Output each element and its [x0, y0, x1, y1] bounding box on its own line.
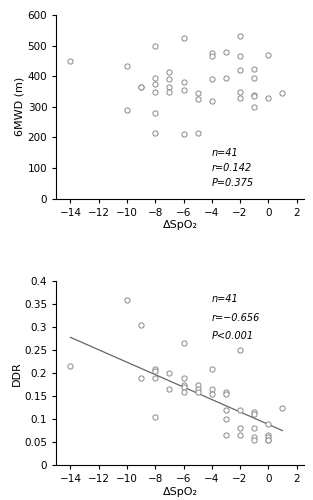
- Text: r=0.142: r=0.142: [212, 163, 252, 173]
- Point: [68, 362, 73, 370]
- Point: [266, 434, 271, 442]
- Point: [252, 103, 257, 111]
- Point: [280, 89, 285, 97]
- Point: [223, 74, 228, 82]
- Point: [125, 296, 130, 304]
- Point: [125, 62, 130, 70]
- Point: [167, 76, 172, 84]
- Point: [167, 88, 172, 96]
- Point: [266, 436, 271, 444]
- Point: [167, 385, 172, 393]
- Point: [153, 364, 158, 372]
- Point: [266, 431, 271, 439]
- Point: [238, 88, 243, 96]
- Point: [139, 83, 144, 91]
- Point: [153, 367, 158, 375]
- Point: [153, 88, 158, 96]
- Point: [181, 388, 186, 396]
- Point: [153, 80, 158, 88]
- Point: [167, 83, 172, 91]
- Point: [238, 406, 243, 414]
- Point: [181, 86, 186, 94]
- Text: P=0.375: P=0.375: [212, 178, 254, 188]
- Point: [209, 96, 214, 104]
- Point: [195, 380, 200, 388]
- Point: [125, 106, 130, 114]
- Point: [223, 388, 228, 396]
- Point: [153, 42, 158, 50]
- Point: [153, 413, 158, 421]
- Point: [209, 385, 214, 393]
- Point: [252, 436, 257, 444]
- Point: [238, 346, 243, 354]
- Text: n=41: n=41: [212, 148, 239, 158]
- Point: [223, 390, 228, 398]
- Point: [153, 129, 158, 137]
- Point: [252, 90, 257, 98]
- Point: [153, 374, 158, 382]
- Y-axis label: DDR: DDR: [11, 361, 21, 386]
- Point: [209, 52, 214, 60]
- Point: [252, 410, 257, 418]
- Point: [181, 34, 186, 42]
- Point: [139, 83, 144, 91]
- Point: [252, 434, 257, 442]
- Point: [181, 130, 186, 138]
- Point: [238, 32, 243, 40]
- Point: [238, 424, 243, 432]
- Point: [68, 57, 73, 65]
- Point: [195, 385, 200, 393]
- Point: [266, 51, 271, 59]
- Point: [195, 388, 200, 396]
- Point: [252, 424, 257, 432]
- Point: [209, 76, 214, 84]
- Point: [223, 406, 228, 414]
- Point: [209, 390, 214, 398]
- Point: [238, 66, 243, 74]
- Text: P<0.001: P<0.001: [212, 331, 254, 341]
- Point: [153, 74, 158, 82]
- X-axis label: ΔSpO₂: ΔSpO₂: [162, 220, 198, 230]
- Point: [181, 340, 186, 347]
- Point: [153, 109, 158, 117]
- Point: [266, 94, 271, 102]
- Point: [223, 431, 228, 439]
- Point: [252, 74, 257, 82]
- Point: [195, 95, 200, 103]
- Text: r=−0.656: r=−0.656: [212, 312, 260, 322]
- Point: [238, 94, 243, 102]
- Y-axis label: 6MWD (m): 6MWD (m): [15, 77, 25, 136]
- Point: [209, 364, 214, 372]
- Point: [252, 64, 257, 72]
- Point: [167, 68, 172, 76]
- Point: [181, 380, 186, 388]
- Point: [252, 408, 257, 416]
- Point: [238, 431, 243, 439]
- Text: n=41: n=41: [212, 294, 239, 304]
- Point: [266, 420, 271, 428]
- Point: [167, 369, 172, 377]
- Point: [181, 374, 186, 382]
- Point: [209, 50, 214, 58]
- Point: [223, 415, 228, 423]
- Point: [280, 404, 285, 411]
- Point: [266, 436, 271, 444]
- Point: [195, 89, 200, 97]
- Point: [238, 52, 243, 60]
- Point: [195, 129, 200, 137]
- Point: [181, 383, 186, 391]
- Point: [252, 92, 257, 100]
- Point: [181, 78, 186, 86]
- X-axis label: ΔSpO₂: ΔSpO₂: [162, 487, 198, 497]
- Point: [139, 321, 144, 329]
- Point: [223, 48, 228, 56]
- Point: [139, 374, 144, 382]
